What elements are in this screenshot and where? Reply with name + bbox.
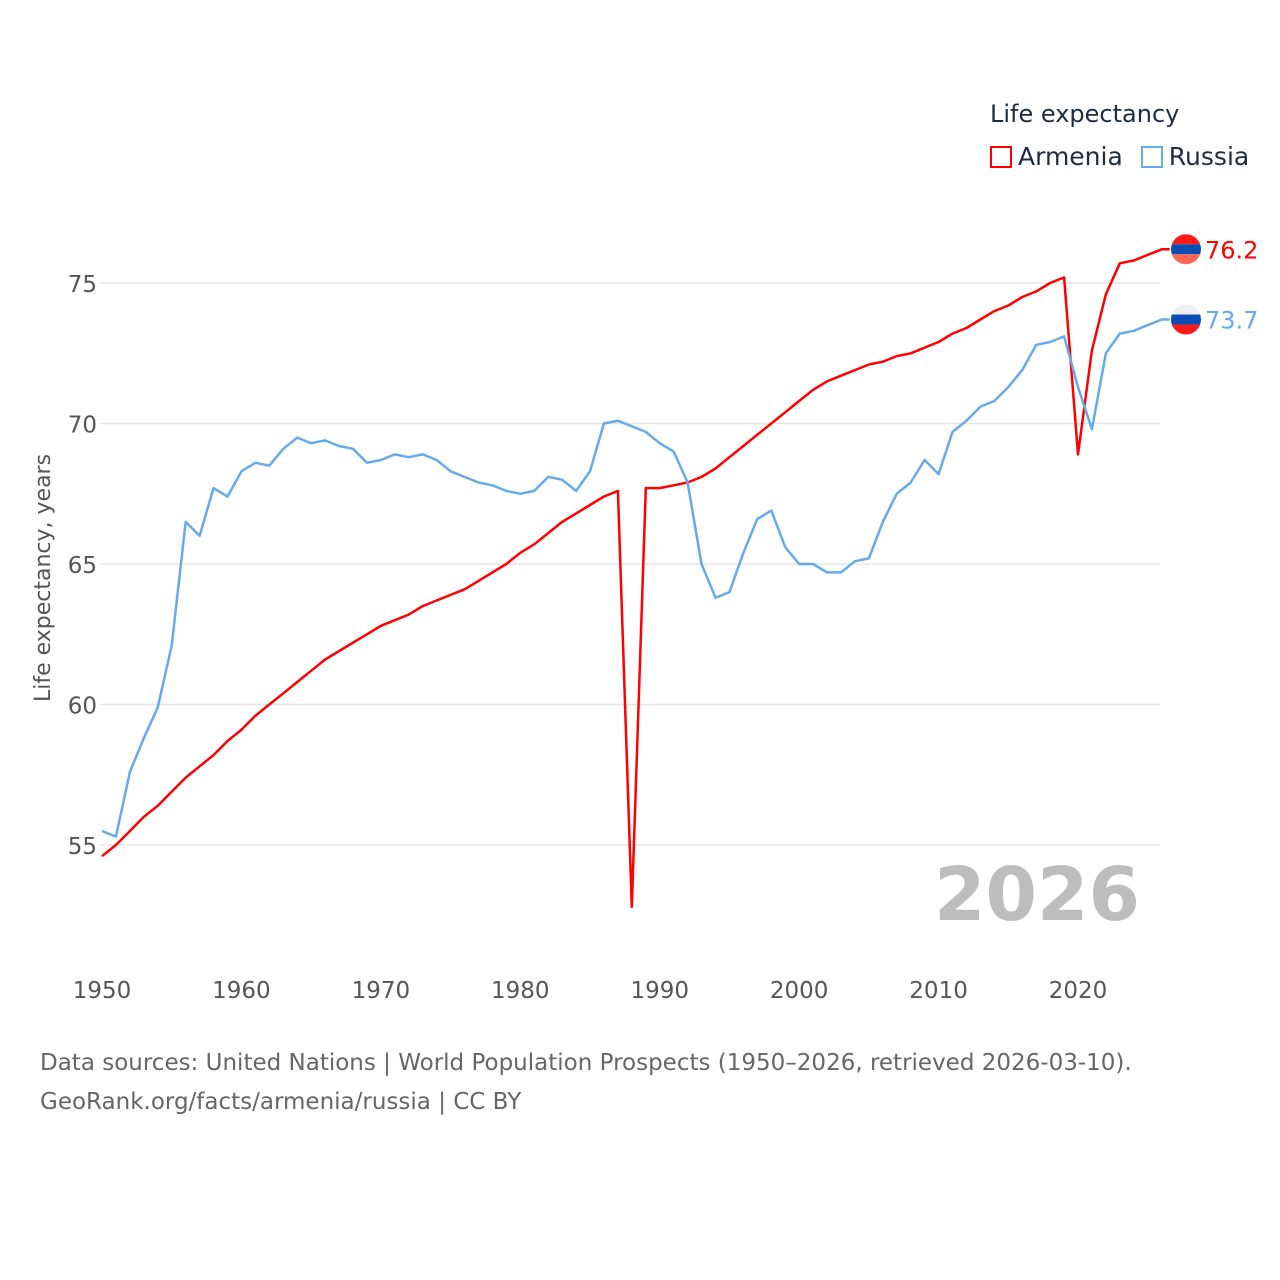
legend-label: Russia [1168,142,1250,171]
x-tick-label: 1960 [212,978,271,1004]
legend-title: Life expectancy [990,100,1180,128]
x-tick-label: 2000 [770,978,829,1004]
y-tick-label: 55 [68,834,97,860]
armenia-flag-icon [1171,234,1201,265]
y-axis-label: Life expectancy, years [31,454,56,702]
russia-swatch-icon [1140,145,1163,168]
legend: Armenia Russia [990,142,1249,171]
source-note: Data sources: United Nations | World Pop… [40,1044,1132,1122]
y-tick-label: 60 [68,694,97,720]
source-line-1: Data sources: United Nations | World Pop… [40,1050,1132,1076]
legend-item-russia[interactable]: Russia [1140,142,1250,171]
y-tick-label: 75 [68,272,97,298]
legend-item-armenia[interactable]: Armenia [990,142,1123,171]
end-value-label: 73.7 [1205,307,1258,335]
x-tick-label: 1950 [73,978,132,1004]
y-tick-label: 70 [68,413,97,439]
series-line-russia [101,318,1170,838]
x-tick-label: 1990 [630,978,689,1004]
source-line-2[interactable]: GeoRank.org/facts/armenia/russia | CC BY [40,1089,522,1115]
armenia-swatch-icon [990,145,1012,168]
year-watermark: 2026 [934,852,1140,938]
x-tick-label: 1980 [491,978,550,1004]
x-tick-label: 2020 [1049,978,1108,1004]
x-tick-label: 2010 [909,978,968,1004]
russia-flag-icon [1171,304,1201,335]
x-tick-label: 1970 [352,978,411,1004]
series-line-armenia [101,248,1170,909]
y-tick-label: 65 [68,553,97,579]
legend-label: Armenia [1018,142,1123,171]
end-value-label: 76.2 [1205,236,1258,264]
